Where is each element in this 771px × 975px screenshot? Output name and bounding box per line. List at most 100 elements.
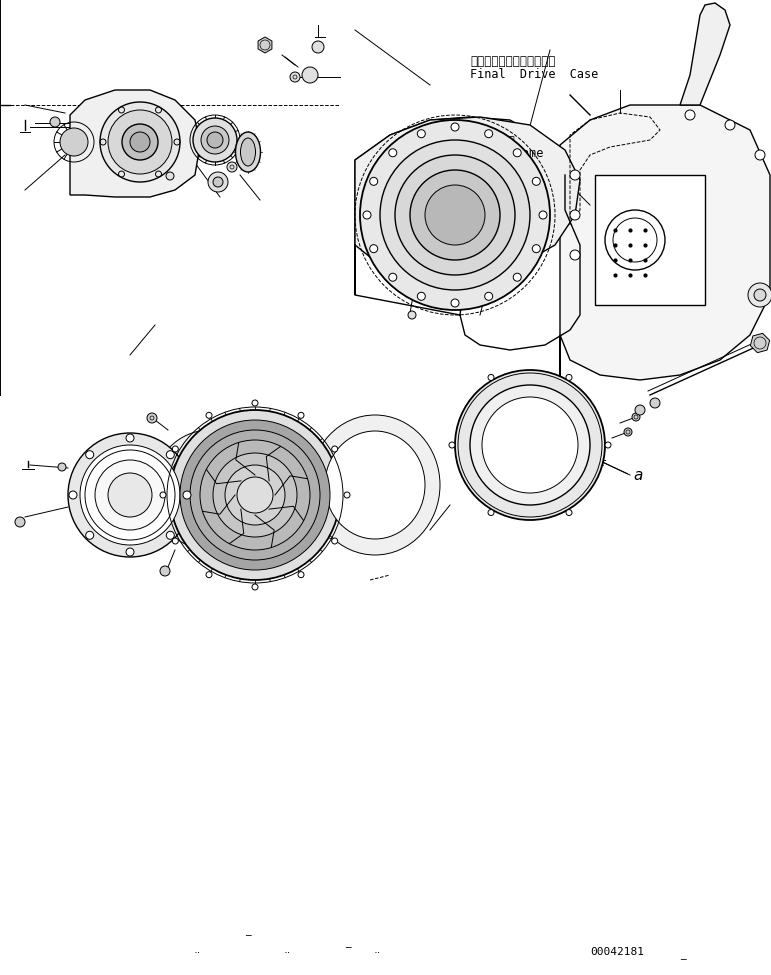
- Circle shape: [570, 250, 580, 260]
- Circle shape: [206, 412, 212, 418]
- Circle shape: [389, 273, 397, 281]
- Circle shape: [570, 210, 580, 220]
- Circle shape: [532, 245, 540, 253]
- Circle shape: [485, 292, 493, 300]
- Polygon shape: [258, 37, 272, 53]
- Circle shape: [166, 172, 174, 180]
- Circle shape: [173, 538, 178, 544]
- Circle shape: [470, 385, 590, 505]
- Circle shape: [86, 531, 94, 539]
- Circle shape: [68, 433, 192, 557]
- Circle shape: [298, 571, 304, 577]
- Circle shape: [290, 72, 300, 82]
- Circle shape: [482, 397, 578, 493]
- Circle shape: [632, 413, 640, 421]
- Circle shape: [173, 446, 178, 452]
- Circle shape: [725, 120, 735, 130]
- Text: メインフレーム: メインフレーム: [465, 135, 515, 148]
- Circle shape: [170, 410, 340, 580]
- Circle shape: [126, 434, 134, 442]
- Circle shape: [213, 453, 297, 537]
- Circle shape: [201, 126, 229, 154]
- Text: a: a: [633, 467, 642, 483]
- Circle shape: [95, 460, 165, 530]
- Text: Main  Frame: Main Frame: [465, 147, 544, 160]
- Circle shape: [410, 170, 500, 260]
- Circle shape: [455, 370, 605, 520]
- Circle shape: [86, 450, 94, 458]
- Circle shape: [207, 132, 223, 148]
- Polygon shape: [680, 3, 730, 105]
- Circle shape: [408, 311, 416, 319]
- Circle shape: [122, 124, 158, 160]
- Circle shape: [108, 473, 152, 517]
- Circle shape: [147, 413, 157, 423]
- Circle shape: [380, 140, 530, 290]
- Circle shape: [605, 210, 665, 270]
- Circle shape: [108, 110, 172, 174]
- Circle shape: [755, 150, 765, 160]
- Circle shape: [395, 155, 515, 275]
- Circle shape: [252, 400, 258, 406]
- Circle shape: [80, 445, 180, 545]
- Circle shape: [754, 289, 766, 301]
- Circle shape: [193, 118, 237, 162]
- Circle shape: [566, 510, 572, 516]
- Ellipse shape: [153, 430, 268, 550]
- Circle shape: [237, 477, 273, 513]
- Circle shape: [425, 185, 485, 245]
- Circle shape: [449, 442, 455, 448]
- Circle shape: [566, 374, 572, 380]
- Circle shape: [227, 162, 237, 172]
- Ellipse shape: [310, 415, 440, 555]
- Polygon shape: [560, 105, 770, 395]
- Text: _: _: [680, 950, 685, 960]
- Circle shape: [167, 450, 174, 458]
- Circle shape: [50, 117, 60, 127]
- Circle shape: [370, 177, 378, 185]
- Circle shape: [180, 420, 330, 570]
- Circle shape: [485, 130, 493, 137]
- Circle shape: [370, 245, 378, 253]
- Polygon shape: [70, 90, 200, 197]
- Circle shape: [100, 102, 180, 182]
- Text: a: a: [373, 455, 382, 471]
- Circle shape: [748, 283, 771, 307]
- Circle shape: [183, 491, 191, 499]
- Circle shape: [126, 548, 134, 556]
- Polygon shape: [750, 333, 769, 353]
- Circle shape: [650, 398, 660, 408]
- Circle shape: [213, 177, 223, 187]
- Circle shape: [605, 442, 611, 448]
- Circle shape: [451, 299, 459, 307]
- Circle shape: [252, 584, 258, 590]
- Circle shape: [298, 412, 304, 418]
- Circle shape: [360, 120, 550, 310]
- Circle shape: [363, 211, 371, 219]
- Circle shape: [312, 41, 324, 53]
- Circle shape: [417, 292, 426, 300]
- Text: Final  Drive  Case: Final Drive Case: [470, 68, 598, 81]
- Circle shape: [208, 172, 228, 192]
- Circle shape: [389, 149, 397, 157]
- Circle shape: [69, 491, 77, 499]
- Circle shape: [200, 440, 310, 550]
- Text: _: _: [245, 926, 251, 936]
- Circle shape: [332, 538, 338, 544]
- Circle shape: [332, 446, 338, 452]
- Circle shape: [206, 571, 212, 577]
- Circle shape: [302, 67, 318, 83]
- Circle shape: [417, 130, 426, 137]
- Circle shape: [130, 132, 150, 152]
- Circle shape: [190, 430, 320, 560]
- Circle shape: [160, 566, 170, 576]
- Polygon shape: [355, 117, 580, 295]
- Circle shape: [225, 465, 285, 525]
- Circle shape: [488, 510, 494, 516]
- Circle shape: [570, 170, 580, 180]
- Circle shape: [624, 428, 632, 436]
- Circle shape: [58, 463, 66, 471]
- Ellipse shape: [241, 138, 255, 166]
- Circle shape: [344, 492, 350, 498]
- Circle shape: [532, 177, 540, 185]
